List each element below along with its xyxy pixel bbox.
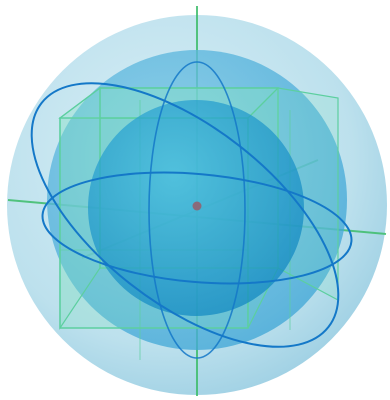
vertical-orbit <box>148 61 246 359</box>
tilted-orbit <box>30 82 340 348</box>
cube-left-face <box>59 86 101 330</box>
equatorial-orbit <box>41 171 353 285</box>
center-point <box>192 201 202 211</box>
